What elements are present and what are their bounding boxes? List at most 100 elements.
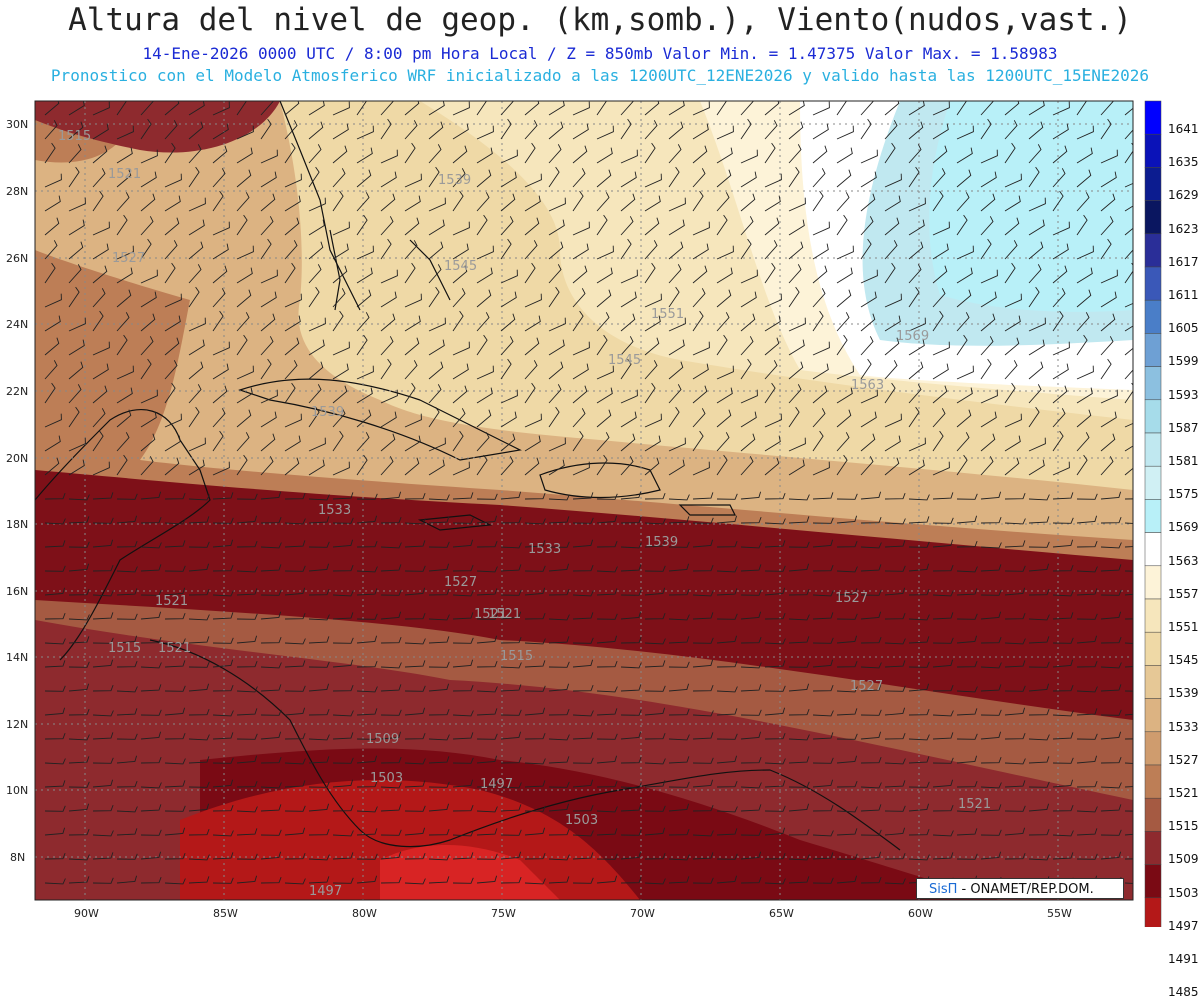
wind-barb <box>44 457 60 476</box>
wind-barb <box>428 614 450 621</box>
wind-barb <box>380 709 402 716</box>
wind-barb <box>548 708 570 716</box>
wind-barb <box>476 780 498 788</box>
wind-barb <box>332 221 350 236</box>
wind-barb <box>716 733 738 740</box>
wind-barb <box>236 613 258 620</box>
wind-barb <box>812 145 828 164</box>
colorbar-label: 1599 <box>1168 354 1199 369</box>
wind-barb <box>356 365 374 380</box>
wind-barb <box>524 173 542 188</box>
wind-barb <box>716 875 738 884</box>
wind-barb <box>740 851 762 860</box>
wind-barb <box>212 564 234 572</box>
wind-barb <box>1124 227 1133 236</box>
wind-barb <box>332 310 344 332</box>
wind-barb <box>116 147 133 164</box>
wind-barb <box>620 238 632 260</box>
wind-barb <box>1100 756 1122 764</box>
wind-barb <box>668 144 682 164</box>
wind-barb <box>116 515 138 524</box>
wind-barb <box>188 384 202 404</box>
contour-label: 1503 <box>565 813 598 828</box>
contour-label: 1521 <box>108 167 141 182</box>
wind-barb <box>452 804 474 812</box>
wind-barb <box>1004 587 1026 596</box>
wind-barb <box>764 587 786 596</box>
wind-barb <box>548 636 570 644</box>
wind-barb <box>188 286 200 308</box>
wind-barb <box>404 638 426 645</box>
wind-barb <box>644 587 666 596</box>
wind-barb <box>1052 757 1074 764</box>
wind-barb <box>404 142 416 164</box>
wind-barb <box>860 829 882 836</box>
wind-barb <box>1028 317 1046 332</box>
wind-barb <box>140 709 162 716</box>
wind-barb <box>956 169 972 188</box>
wind-barb <box>44 360 58 380</box>
wind-barb <box>44 518 66 525</box>
wind-barb <box>260 389 278 404</box>
wind-barb <box>836 432 850 452</box>
wind-barb <box>500 876 522 884</box>
wind-barb <box>428 241 444 260</box>
wind-barb <box>908 683 930 692</box>
wind-barb <box>236 245 254 260</box>
wind-barb <box>164 360 178 380</box>
wind-barb <box>980 829 1002 836</box>
wind-barb <box>860 491 882 500</box>
wind-barb <box>1076 493 1098 500</box>
wind-barb <box>908 437 926 452</box>
wind-barb <box>428 876 450 884</box>
wind-barb <box>644 612 666 620</box>
wind-barb <box>980 238 992 260</box>
wind-barb <box>116 828 138 836</box>
wind-barb <box>932 564 954 572</box>
wind-barb <box>404 685 426 692</box>
wind-barb <box>836 566 858 573</box>
wind-barb <box>428 121 444 140</box>
wind-barb <box>44 101 60 116</box>
wind-barb <box>92 637 114 644</box>
wind-barb <box>668 286 680 308</box>
wind-barb <box>500 662 522 669</box>
wind-barb <box>1028 828 1050 836</box>
wind-barb <box>932 852 954 860</box>
wind-barb <box>884 240 898 260</box>
wind-barb <box>980 782 1002 789</box>
wind-barb <box>92 684 114 692</box>
wind-barb <box>1004 660 1026 668</box>
wind-barb <box>884 780 906 788</box>
colorbar-swatch <box>1144 831 1162 865</box>
wind-barb <box>1124 467 1133 476</box>
wind-barb <box>836 101 848 116</box>
wind-barb <box>116 493 138 500</box>
wind-barb <box>596 566 618 573</box>
wind-barb <box>1028 241 1044 260</box>
wind-barb <box>668 854 690 861</box>
wind-barb <box>884 492 906 500</box>
wind-barb <box>620 662 642 669</box>
wind-barb <box>932 341 950 356</box>
wind-barb <box>668 803 690 812</box>
wind-barb <box>644 435 661 452</box>
wind-barb <box>548 876 570 884</box>
wind-barb <box>956 192 970 212</box>
wind-barb <box>1076 125 1094 140</box>
wind-barb <box>428 661 450 668</box>
wind-barb <box>404 805 426 812</box>
wind-barb <box>68 459 85 476</box>
wind-barb <box>524 758 546 765</box>
forecast-time-line: 14-Ene-2026 0000 UTC / 8:00 pm Hora Loca… <box>142 44 1058 63</box>
wind-barb <box>788 121 804 140</box>
wind-barb <box>956 613 978 620</box>
wind-barb <box>476 169 492 188</box>
wind-barb <box>812 539 834 548</box>
wind-barb <box>644 195 661 212</box>
wind-barb <box>380 433 396 452</box>
wind-barb <box>188 756 210 764</box>
wind-barb <box>404 262 416 284</box>
wind-barb <box>1052 612 1074 620</box>
lon-label: 75W <box>491 907 516 920</box>
